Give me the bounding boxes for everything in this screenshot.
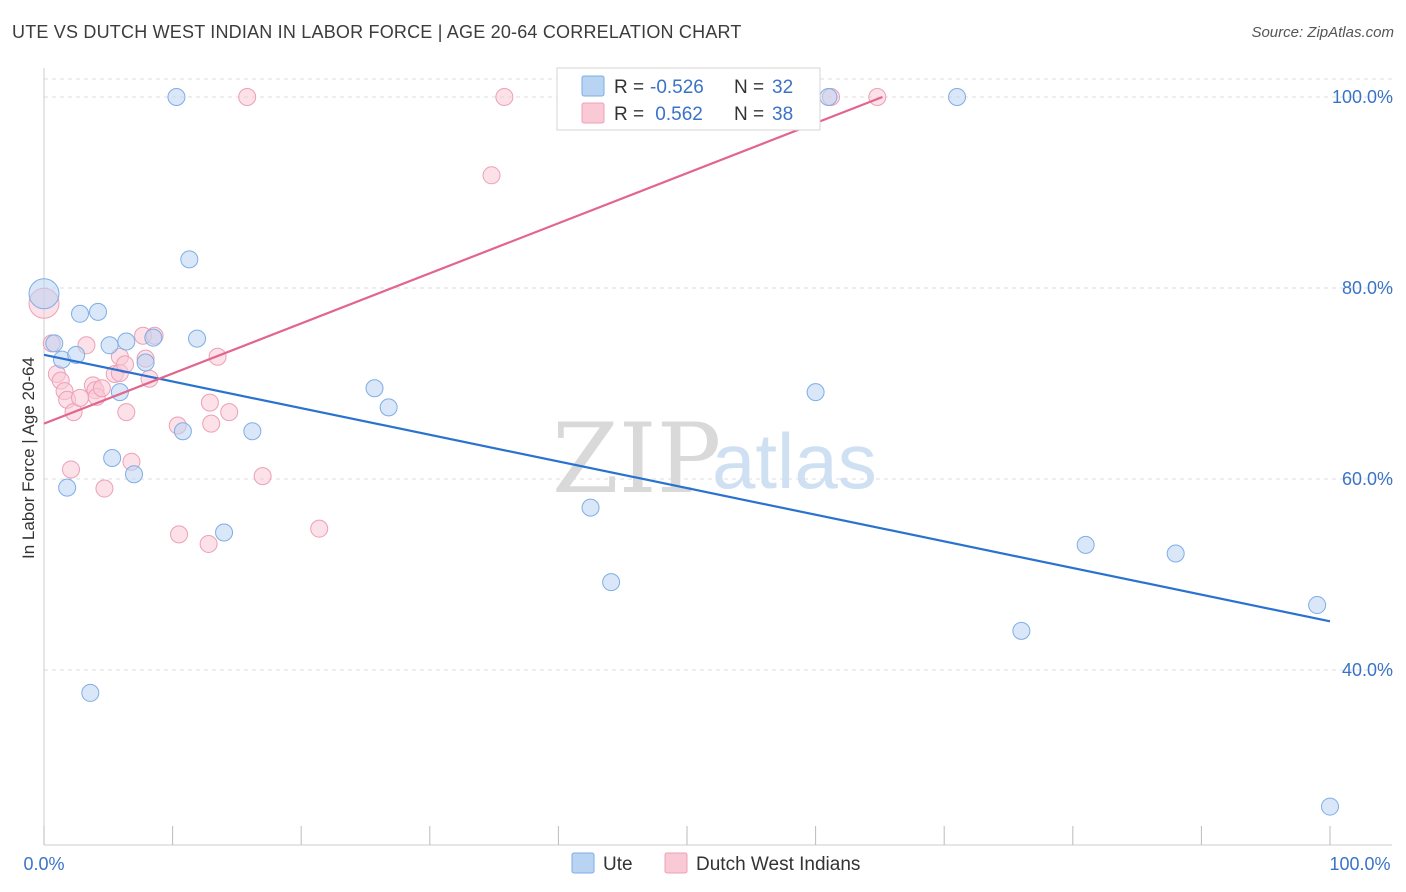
dwi-point-33 — [310, 519, 329, 538]
y-tick-label-80: 80.0% — [1342, 278, 1393, 298]
ute-point-11 — [117, 332, 136, 351]
dwi-point-38 — [238, 88, 257, 106]
dwi-point-26 — [170, 525, 189, 544]
ute-point-13 — [136, 353, 155, 372]
legend-swatch-ute — [581, 75, 605, 97]
legend-n-label-ute: N = — [734, 77, 764, 98]
dwi-point-8 — [71, 388, 90, 407]
legend-r-label-dwi: R = — [614, 104, 644, 125]
ute-point-16 — [173, 422, 192, 441]
ute-point-31 — [1308, 596, 1327, 615]
ute-point-6 — [81, 683, 100, 702]
ute-point-0 — [28, 278, 60, 310]
y-tick-label-100: 100.0% — [1332, 87, 1393, 107]
ute-point-30 — [1166, 544, 1185, 563]
legend-n-value-ute: 32 — [772, 77, 793, 98]
legend-box: R = -0.526 N = 32 R = 0.562 N = 38 — [556, 67, 821, 131]
y-axis-title: In Labor Force | Age 20-64 — [19, 357, 38, 559]
trend-lines — [43, 95, 1331, 623]
ute-point-28 — [948, 88, 967, 106]
legend-n-label-dwi: N = — [734, 104, 764, 125]
ute-point-8 — [100, 336, 119, 355]
legend-n-value-dwi: 38 — [772, 104, 793, 125]
ute-point-7 — [89, 302, 108, 321]
dwi-point-13 — [92, 379, 111, 398]
dwi-trend-line — [43, 95, 883, 425]
ute-point-19 — [215, 523, 234, 542]
ute-point-15 — [167, 88, 186, 106]
dwi-point-6 — [62, 460, 81, 479]
y-tick-label-60: 60.0% — [1342, 469, 1393, 489]
ute-point-23 — [581, 498, 600, 517]
axes — [43, 68, 1392, 846]
x-tick-label-min: 0.0% — [23, 854, 64, 874]
ute-point-25 — [806, 383, 825, 402]
chart-title: UTE VS DUTCH WEST INDIAN IN LABOR FORCE … — [12, 22, 742, 42]
ute-point-9 — [103, 448, 122, 467]
watermark: ZIP atlas — [552, 403, 877, 515]
ute-point-20 — [243, 422, 262, 441]
dwi-point-27 — [199, 534, 218, 553]
ute-point-3 — [58, 478, 77, 497]
watermark-atlas: atlas — [712, 417, 877, 505]
dwi-point-35 — [495, 88, 514, 106]
ute-point-26 — [819, 88, 838, 106]
ute-point-32 — [1321, 797, 1339, 816]
dwi-point-14 — [95, 479, 114, 498]
source-credit: Source: ZipAtlas.com — [1251, 24, 1394, 41]
y-tick-label-40: 40.0% — [1342, 660, 1393, 680]
ute-point-21 — [365, 379, 384, 398]
legend-swatch-dwi — [581, 102, 605, 124]
ute-point-22 — [379, 398, 398, 417]
dwi-point-32 — [253, 467, 272, 486]
ute-point-1 — [45, 334, 64, 353]
watermark-zip: ZIP — [552, 403, 721, 515]
dwi-point-34 — [482, 166, 501, 185]
ute-point-27 — [1012, 621, 1031, 640]
legend-r-label-ute: R = — [614, 77, 644, 98]
dwi-point-29 — [202, 414, 221, 433]
legend-r-value-dwi: 0.562 — [650, 104, 703, 125]
dwi-point-31 — [220, 403, 239, 422]
ute-point-17 — [180, 250, 199, 269]
dwi-point-18 — [116, 355, 135, 374]
ute-point-5 — [71, 304, 90, 323]
bottom-legend: Ute Dutch West Indians — [571, 852, 860, 875]
ute-point-14 — [144, 328, 163, 347]
bottom-legend-label-ute: Ute — [603, 854, 633, 875]
ute-point-18 — [188, 329, 207, 348]
bottom-legend-label-dwi: Dutch West Indians — [696, 854, 860, 875]
dwi-point-37 — [868, 88, 887, 106]
ute-point-12 — [125, 465, 144, 484]
bottom-legend-swatch-dwi — [664, 852, 688, 874]
series-ute — [28, 88, 1339, 816]
legend-r-value-ute: -0.526 — [650, 77, 704, 98]
dwi-point-28 — [200, 393, 219, 412]
ute-point-29 — [1076, 535, 1095, 554]
dwi-point-19 — [117, 403, 136, 422]
bottom-legend-swatch-ute — [571, 852, 595, 874]
ute-point-4 — [67, 345, 86, 364]
gridlines — [44, 78, 1392, 671]
x-tick-label-max: 100.0% — [1329, 854, 1390, 874]
x-ticks — [43, 826, 1331, 845]
ute-trend-line — [43, 353, 1331, 623]
y-tick-labels: 100.0% 80.0% 60.0% 40.0% — [1332, 87, 1393, 680]
ute-point-24 — [602, 573, 621, 592]
